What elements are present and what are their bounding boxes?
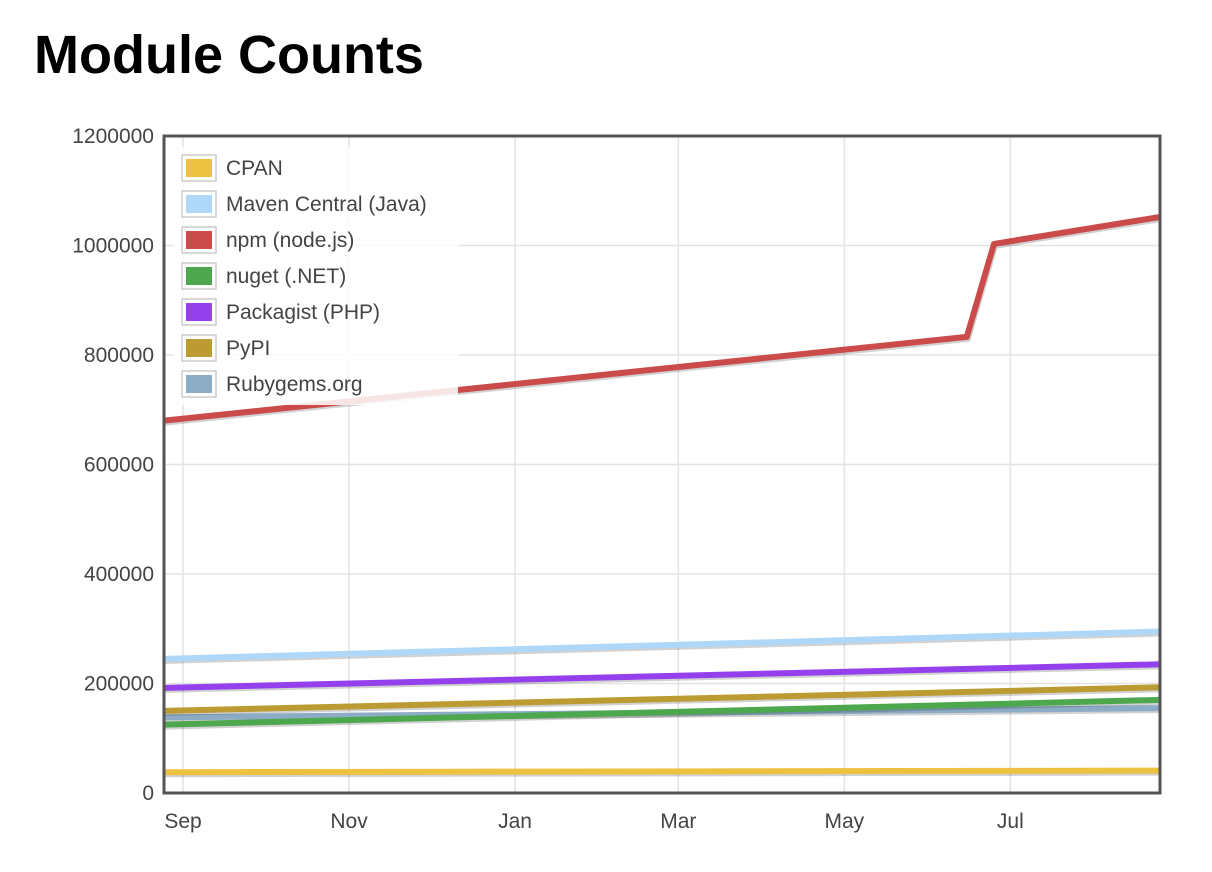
- x-tick-label: Jan: [498, 810, 532, 833]
- legend-label: Rubygems.org: [226, 373, 363, 396]
- x-tick-label: Mar: [660, 810, 696, 833]
- legend-label: nuget (.NET): [226, 265, 346, 288]
- legend-swatch: [186, 159, 212, 177]
- legend-swatch: [186, 267, 212, 285]
- legend-label: Packagist (PHP): [226, 301, 380, 324]
- plot-frame: [162, 134, 1162, 795]
- page-title: Module Counts: [34, 25, 424, 85]
- x-axis-ticks: Sep Nov Jan Mar May Jul: [164, 810, 1023, 833]
- y-tick-label: 1200000: [72, 125, 154, 148]
- legend-swatch: [186, 339, 212, 357]
- y-tick-label: 800000: [84, 344, 154, 367]
- chart-legend: CPAN Maven Central (Java) npm (node.js) nug…: [174, 147, 458, 405]
- series-line: [164, 661, 1160, 691]
- y-tick-label: 200000: [84, 673, 154, 696]
- y-tick-label: 400000: [84, 563, 154, 586]
- legend-label: PyPI: [226, 337, 270, 360]
- x-tick-label: Jul: [997, 810, 1024, 833]
- legend-swatch: [186, 195, 212, 213]
- y-tick-label: 0: [142, 782, 154, 805]
- x-tick-label: May: [824, 810, 864, 833]
- legend-label: Maven Central (Java): [226, 193, 427, 216]
- chart-series: [164, 214, 1160, 778]
- series-line: [164, 767, 1160, 776]
- y-tick-label: 1000000: [72, 235, 154, 258]
- y-axis-ticks: 0 200000 400000 600000 800000 1000000 1200000: [72, 125, 154, 805]
- series-line: [164, 684, 1160, 714]
- series-line: [164, 696, 1160, 728]
- x-tick-label: Nov: [330, 810, 368, 833]
- x-tick-label: Sep: [164, 810, 201, 833]
- legend-label: CPAN: [226, 157, 283, 180]
- legend-background: [174, 147, 458, 405]
- legend-swatch: [186, 231, 212, 249]
- series-line: [164, 628, 1160, 662]
- series-line: [164, 214, 1160, 424]
- legend-label: npm (node.js): [226, 229, 354, 252]
- legend-swatch: [186, 375, 212, 393]
- legend-swatch: [186, 303, 212, 321]
- y-tick-label: 600000: [84, 454, 154, 477]
